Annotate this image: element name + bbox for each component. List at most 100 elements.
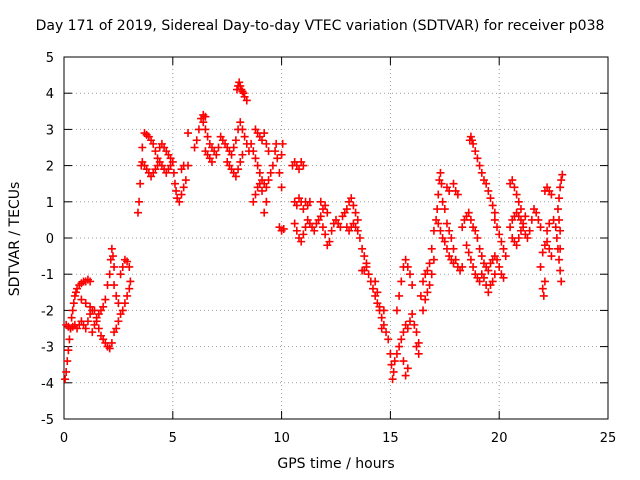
- data-point: [466, 255, 475, 264]
- data-point: [125, 284, 134, 293]
- data-point: [490, 215, 499, 224]
- data-point: [469, 262, 478, 271]
- data-point: [347, 194, 356, 203]
- data-point: [279, 224, 288, 233]
- data-point: [377, 324, 386, 333]
- data-point: [353, 226, 362, 235]
- data-point: [316, 197, 325, 206]
- data-point: [238, 87, 247, 96]
- data-point: [355, 234, 364, 242]
- data-point: [258, 136, 267, 145]
- data-point: [227, 150, 236, 159]
- data-point: [201, 125, 210, 134]
- data-point: [434, 190, 443, 199]
- data-point: [238, 150, 247, 159]
- y-tick-label: -2: [41, 304, 54, 319]
- data-point: [449, 259, 458, 268]
- data-point: [351, 208, 360, 217]
- data-point: [403, 324, 412, 333]
- data-point: [445, 226, 454, 235]
- data-point: [92, 317, 101, 326]
- data-point: [277, 150, 286, 159]
- data-point: [392, 349, 401, 358]
- y-axis-label: SDTVAR / TECUs: [7, 181, 23, 297]
- data-point: [423, 288, 432, 297]
- data-point: [126, 277, 135, 286]
- data-point: [88, 328, 97, 337]
- x-tick-label: 20: [491, 431, 508, 446]
- data-point: [107, 244, 116, 253]
- data-point: [61, 375, 70, 384]
- data-point: [403, 364, 412, 373]
- data-point: [389, 367, 398, 376]
- y-tick-label: 0: [46, 232, 54, 247]
- data-point: [545, 244, 554, 253]
- data-point: [81, 324, 90, 333]
- data-point: [536, 223, 545, 232]
- data-point: [116, 270, 125, 279]
- data-point: [323, 208, 332, 217]
- data-point: [292, 201, 301, 210]
- y-tick-label: 5: [46, 51, 54, 66]
- data-point: [295, 165, 304, 174]
- data-point: [264, 176, 273, 185]
- x-tick-label: 0: [60, 431, 68, 446]
- data-point: [497, 237, 506, 246]
- data-point: [172, 186, 181, 195]
- data-point: [557, 277, 566, 286]
- data-point: [231, 172, 240, 181]
- data-point: [94, 324, 103, 333]
- data-point: [349, 201, 358, 210]
- data-point: [553, 205, 562, 214]
- data-point: [449, 179, 458, 188]
- data-point: [403, 262, 412, 271]
- data-point: [105, 270, 114, 279]
- data-point: [251, 190, 260, 199]
- data-point: [373, 288, 382, 297]
- data-point: [260, 129, 269, 138]
- data-point: [501, 252, 510, 261]
- data-point: [170, 179, 179, 188]
- data-point: [290, 219, 299, 228]
- data-point: [86, 277, 95, 286]
- data-point: [464, 248, 473, 257]
- data-point: [360, 252, 369, 261]
- data-point: [275, 168, 284, 177]
- data-point: [362, 259, 371, 268]
- data-point: [545, 219, 554, 228]
- data-point: [508, 176, 517, 185]
- data-point: [83, 317, 92, 326]
- data-point: [437, 179, 446, 188]
- data-point: [384, 335, 393, 344]
- data-point: [440, 237, 449, 246]
- data-point: [399, 357, 408, 366]
- data-point: [516, 205, 525, 214]
- data-point: [523, 234, 532, 242]
- data-point: [405, 317, 414, 326]
- data-point: [410, 320, 419, 329]
- data-point: [436, 168, 445, 177]
- data-point: [466, 132, 475, 141]
- data-point: [475, 161, 484, 170]
- data-point: [239, 89, 248, 98]
- data-point: [397, 335, 406, 344]
- data-point: [512, 190, 521, 199]
- data-point: [77, 295, 86, 304]
- data-point: [112, 291, 121, 300]
- x-tick-label: 25: [600, 431, 617, 446]
- data-point: [110, 281, 119, 290]
- data-point: [177, 165, 186, 174]
- data-point: [556, 226, 565, 235]
- data-point: [81, 299, 90, 308]
- data-point: [556, 183, 565, 192]
- data-point: [181, 176, 190, 185]
- axis-ticks: -5 -4 -3 -2 -1 0 1 2 3 4 5 0 5 10 15 20 25: [41, 51, 616, 446]
- data-point: [427, 270, 436, 279]
- data-point: [477, 252, 486, 261]
- data-point: [556, 266, 565, 275]
- data-point: [442, 219, 451, 228]
- data-point: [125, 262, 134, 271]
- data-point: [70, 291, 79, 300]
- data-point: [547, 252, 556, 261]
- data-point: [114, 317, 123, 326]
